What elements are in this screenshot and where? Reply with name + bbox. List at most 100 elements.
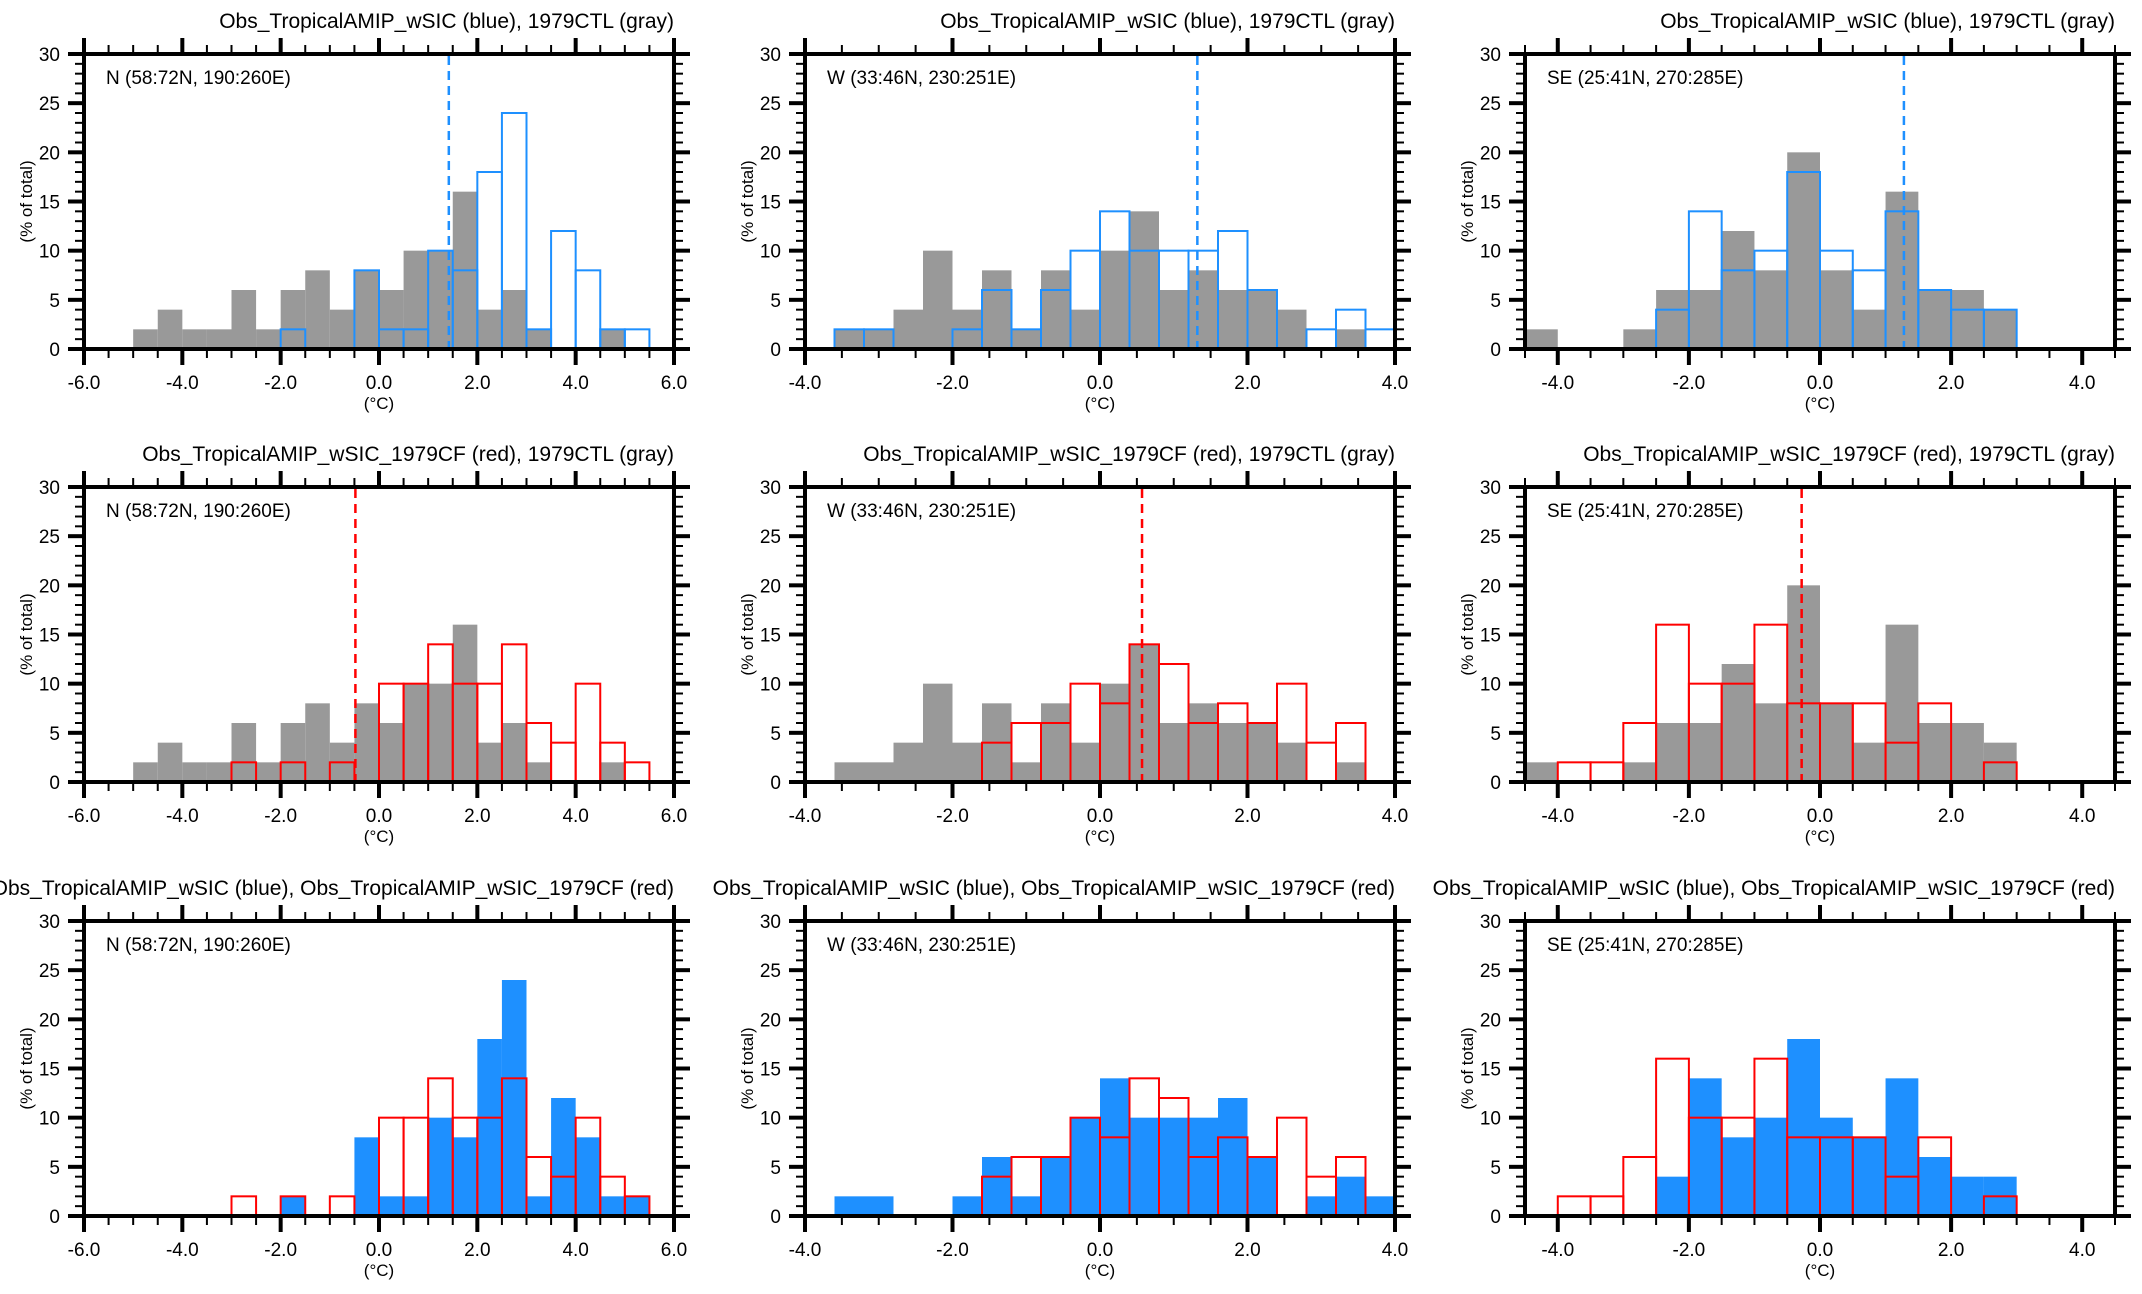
x-tick-label: -4.0: [1541, 1240, 1574, 1261]
histogram-bar: [1820, 1117, 1853, 1216]
histogram-bar: [157, 742, 183, 782]
y-tick-label: 20: [39, 143, 60, 164]
x-tick-label: 0.0: [1087, 1240, 1113, 1261]
histogram-bar: [1159, 1117, 1189, 1216]
panel-title: Obs_TropicalAMIP_wSIC (blue), Obs_Tropic…: [1433, 877, 2115, 900]
histogram-bar: [1525, 329, 1558, 349]
x-tick-label: 2.0: [1938, 806, 1964, 827]
histogram-bar: [256, 762, 281, 782]
panel-title: Obs_TropicalAMIP_wSIC (blue), Obs_Tropic…: [713, 877, 1395, 900]
y-tick-label: 25: [1480, 527, 1501, 548]
histogram-panel: Obs_TropicalAMIP_wSIC (blue), Obs_Tropic…: [0, 877, 690, 1280]
histogram-bar: [1787, 1039, 1820, 1216]
histogram-bar: [623, 761, 651, 783]
y-tick-label: 25: [1480, 961, 1501, 982]
y-tick-label: 5: [49, 724, 60, 745]
histogram-bar: [1129, 644, 1159, 782]
histogram-bar: [1885, 624, 1919, 782]
y-tick-label: 0: [1490, 1207, 1501, 1228]
x-tick-label: -4.0: [789, 373, 822, 394]
y-tick-label: 0: [49, 773, 60, 794]
x-tick-label: -2.0: [1673, 806, 1706, 827]
histogram-bar: [1277, 742, 1307, 782]
histogram-bar: [1885, 191, 1919, 349]
y-tick-label: 30: [760, 478, 781, 499]
histogram-bar: [1820, 270, 1853, 349]
histogram-bar: [403, 683, 429, 782]
x-tick-label: 0.0: [1087, 373, 1113, 394]
histogram-bar: [1305, 741, 1337, 784]
x-tick-label: 6.0: [661, 373, 687, 394]
y-tick-label: 0: [770, 340, 781, 361]
y-tick-label: 15: [760, 626, 781, 647]
histogram-bar: [952, 742, 982, 782]
series-gray-filled: [1525, 152, 2017, 349]
histogram-panel: Obs_TropicalAMIP_wSIC_1979CF (red), 1979…: [1458, 443, 2131, 846]
y-tick-label: 25: [39, 961, 60, 982]
y-tick-label: 0: [1490, 773, 1501, 794]
x-tick-label: -6.0: [68, 806, 101, 827]
x-tick-label: -4.0: [166, 373, 199, 394]
x-tick-label: -4.0: [1541, 373, 1574, 394]
y-axis-label: (% of total): [738, 1027, 757, 1109]
histogram-bar: [452, 1137, 478, 1216]
x-axis-label: (°C): [364, 1261, 394, 1280]
y-tick-label: 25: [39, 94, 60, 115]
histogram-bar: [477, 309, 502, 349]
y-tick-label: 20: [1480, 143, 1501, 164]
y-tick-label: 5: [770, 1158, 781, 1179]
y-tick-label: 30: [1480, 478, 1501, 499]
histogram-bar: [230, 1195, 258, 1218]
histogram-bar: [1218, 290, 1248, 349]
histogram-panel: Obs_TropicalAMIP_wSIC (blue), Obs_Tropic…: [1433, 877, 2131, 1280]
x-tick-label: 0.0: [366, 806, 392, 827]
histogram-bar: [1159, 290, 1189, 349]
histogram-panel: Obs_TropicalAMIP_wSIC (blue), 1979CTL (g…: [17, 10, 690, 413]
histogram-bar: [1100, 250, 1130, 349]
y-tick-label: 15: [1480, 193, 1501, 214]
histogram-bar: [1754, 703, 1788, 782]
x-axis-label: (°C): [1085, 1261, 1115, 1280]
x-axis-label: (°C): [364, 394, 394, 413]
y-tick-label: 10: [760, 675, 781, 696]
histogram-panel: Obs_TropicalAMIP_wSIC_1979CF (red), 1979…: [738, 443, 1411, 846]
histogram-bar: [1754, 270, 1788, 349]
histogram-bar: [1188, 703, 1218, 782]
histogram-bar: [1306, 1196, 1336, 1216]
x-tick-label: 4.0: [2069, 806, 2095, 827]
x-tick-label: 4.0: [562, 806, 588, 827]
histogram-bar: [526, 1196, 552, 1216]
histogram-bar: [1100, 1078, 1130, 1216]
series-gray-filled: [834, 644, 1366, 782]
histogram-bar: [1656, 290, 1689, 349]
histogram-bar: [280, 1196, 306, 1216]
histogram-bar: [600, 329, 625, 349]
histogram-bar: [1656, 723, 1689, 782]
x-tick-label: -6.0: [68, 1240, 101, 1261]
histogram-bar: [550, 230, 577, 350]
histogram-bar: [305, 270, 330, 349]
histogram-bar: [1688, 290, 1722, 349]
y-tick-label: 10: [39, 242, 60, 263]
histogram-bar: [1100, 683, 1130, 782]
y-tick-label: 15: [39, 193, 60, 214]
histogram-bar: [1070, 1117, 1100, 1216]
histogram-bar: [1070, 742, 1100, 782]
y-tick-label: 0: [1490, 340, 1501, 361]
histogram-panel: Obs_TropicalAMIP_wSIC (blue), 1979CTL (g…: [1458, 10, 2131, 413]
y-tick-label: 20: [760, 1010, 781, 1031]
y-tick-label: 20: [760, 143, 781, 164]
histogram-bar: [452, 624, 478, 782]
histogram-bar: [1364, 328, 1396, 351]
histogram-bar: [1247, 290, 1277, 349]
panel-title: Obs_TropicalAMIP_wSIC (blue), 1979CTL (g…: [219, 10, 674, 33]
x-tick-label: 4.0: [2069, 1240, 2095, 1261]
histogram-bar: [1218, 1098, 1248, 1216]
histogram-bar: [1247, 723, 1277, 782]
histogram-bar: [893, 309, 923, 349]
x-tick-label: 4.0: [2069, 373, 2095, 394]
histogram-bar: [1336, 762, 1366, 782]
histogram-bar: [1754, 1117, 1788, 1216]
histogram-bar: [624, 1196, 650, 1216]
y-tick-label: 15: [39, 1060, 60, 1081]
